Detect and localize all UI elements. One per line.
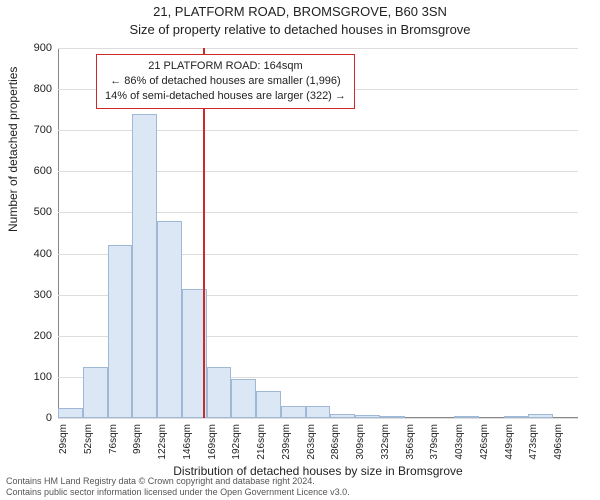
histogram-bar: [157, 221, 182, 418]
x-tick-label: 403sqm: [454, 424, 465, 464]
y-tick-label: 900: [0, 42, 52, 54]
page-title-line1: 21, PLATFORM ROAD, BROMSGROVE, B60 3SN: [0, 4, 600, 19]
y-tick-label: 700: [0, 124, 52, 136]
info-box-line: 14% of semi-detached houses are larger (…: [105, 89, 346, 104]
x-tick-label: 309sqm: [355, 424, 366, 464]
histogram-bar: [256, 391, 281, 418]
x-tick-label: 449sqm: [504, 424, 515, 464]
x-tick-label: 263sqm: [306, 424, 317, 464]
y-tick-label: 200: [0, 330, 52, 342]
x-tick-label: 76sqm: [108, 424, 119, 464]
histogram-bar: [83, 367, 108, 418]
info-box-line: 21 PLATFORM ROAD: 164sqm: [105, 59, 346, 74]
y-tick-label: 400: [0, 248, 52, 260]
histogram-bar: [231, 379, 256, 418]
footer-line2: Contains public sector information licen…: [6, 487, 594, 498]
footer-line1: Contains HM Land Registry data © Crown c…: [6, 476, 594, 487]
histogram-bar: [58, 408, 83, 418]
x-tick-label: 52sqm: [83, 424, 94, 464]
histogram-bar: [454, 416, 479, 418]
x-tick-label: 496sqm: [553, 424, 564, 464]
histogram-bar: [330, 414, 355, 418]
x-tick-label: 99sqm: [132, 424, 143, 464]
histogram-bar: [108, 245, 133, 418]
x-tick-label: 426sqm: [479, 424, 490, 464]
x-tick-label: 146sqm: [182, 424, 193, 464]
y-tick-label: 500: [0, 206, 52, 218]
gridline: [58, 418, 578, 419]
x-tick-label: 356sqm: [405, 424, 416, 464]
y-tick-label: 800: [0, 83, 52, 95]
histogram-bar: [528, 414, 553, 418]
chart-plot-area: 21 PLATFORM ROAD: 164sqm← 86% of detache…: [58, 48, 578, 418]
gridline: [58, 48, 578, 49]
page-title-line2: Size of property relative to detached ho…: [0, 22, 600, 37]
histogram-bar: [355, 415, 380, 418]
x-tick-label: 473sqm: [528, 424, 539, 464]
x-tick-label: 286sqm: [330, 424, 341, 464]
histogram-bar: [380, 416, 405, 418]
info-box: 21 PLATFORM ROAD: 164sqm← 86% of detache…: [96, 54, 355, 109]
histogram-bar: [306, 406, 331, 418]
x-tick-label: 239sqm: [281, 424, 292, 464]
y-tick-label: 300: [0, 289, 52, 301]
y-tick-label: 0: [0, 412, 52, 424]
y-tick-label: 600: [0, 165, 52, 177]
histogram-bar: [207, 367, 232, 418]
histogram-bar: [132, 114, 157, 418]
info-box-line: ← 86% of detached houses are smaller (1,…: [105, 74, 346, 89]
x-tick-label: 216sqm: [256, 424, 267, 464]
x-tick-label: 332sqm: [380, 424, 391, 464]
x-tick-label: 192sqm: [231, 424, 242, 464]
y-tick-label: 100: [0, 371, 52, 383]
histogram-bar: [281, 406, 306, 418]
x-tick-label: 169sqm: [207, 424, 218, 464]
y-axis-line: [58, 48, 59, 418]
histogram-bar: [504, 416, 529, 418]
x-tick-label: 122sqm: [157, 424, 168, 464]
footer-attribution: Contains HM Land Registry data © Crown c…: [0, 476, 600, 498]
x-tick-label: 379sqm: [429, 424, 440, 464]
x-tick-label: 29sqm: [58, 424, 69, 464]
